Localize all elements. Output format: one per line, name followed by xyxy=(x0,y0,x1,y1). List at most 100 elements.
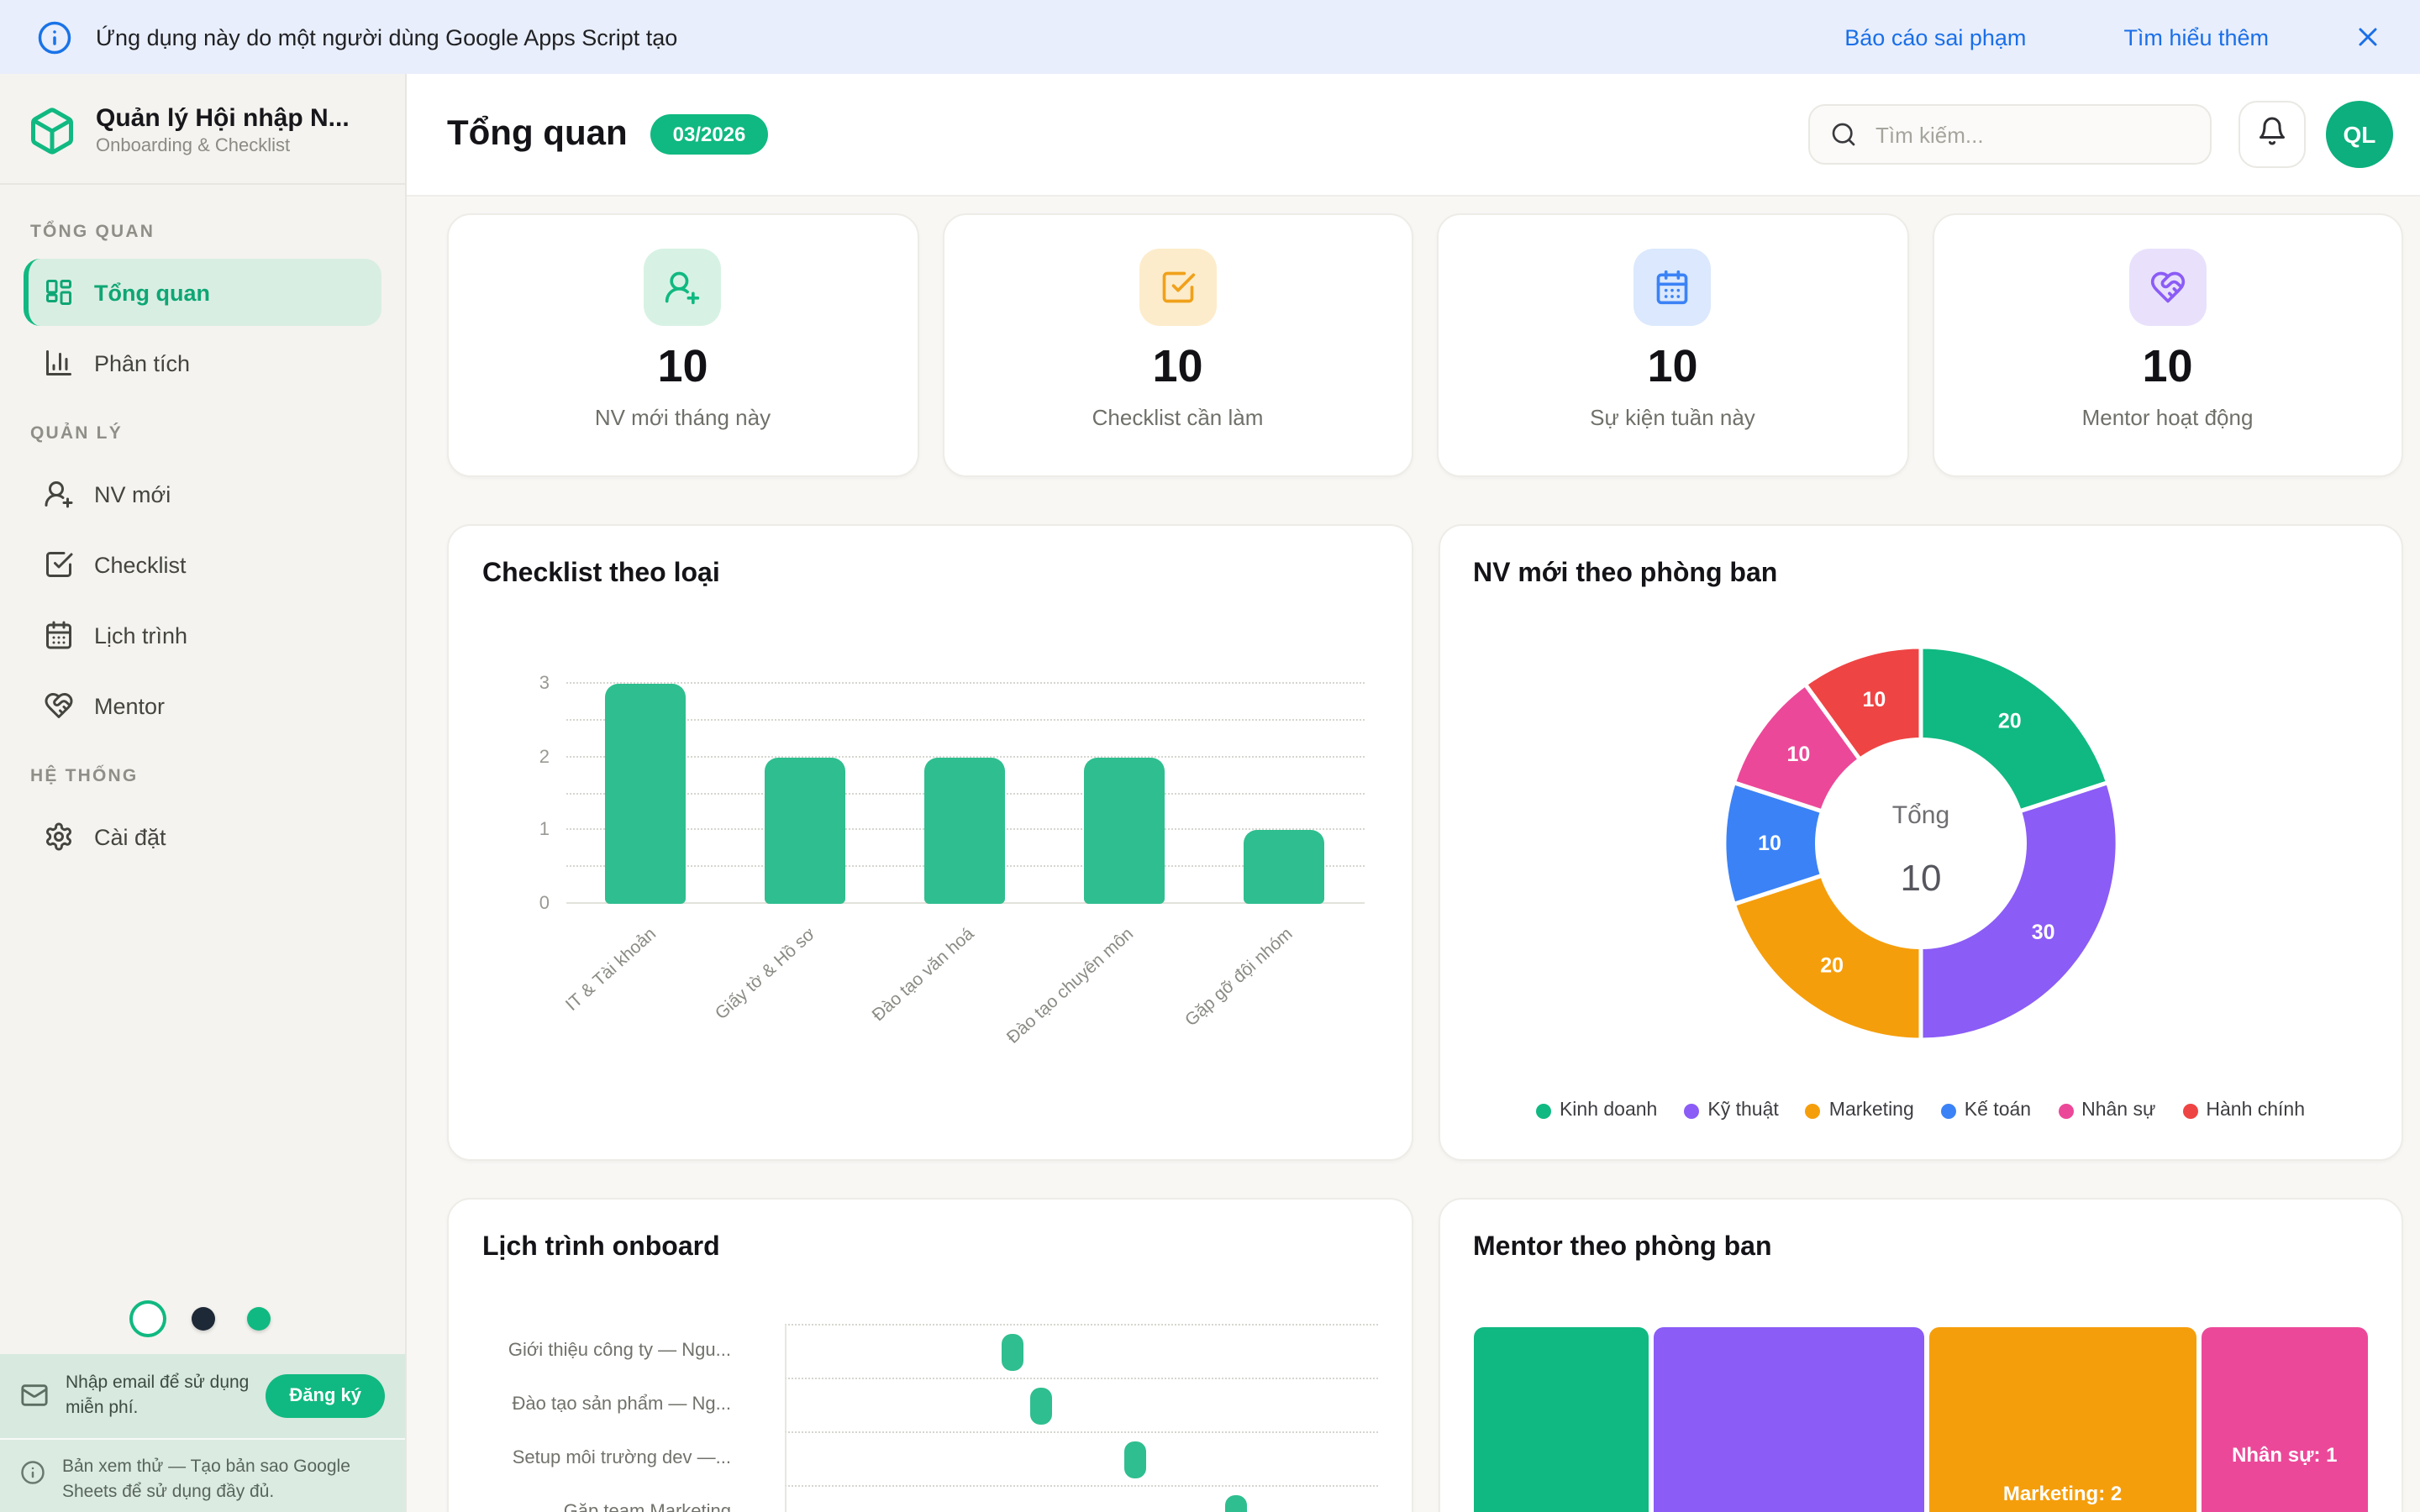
timeline-row-label: Đào tạo sản phẩm — Ng... xyxy=(512,1394,731,1415)
bar-slot: Gặp gỡ đội nhóm xyxy=(1182,684,1364,1031)
avatar[interactable]: QL xyxy=(2326,101,2393,168)
dashboard-content: 10 NV mới tháng này 10 Checklist cần làm… xyxy=(407,197,2420,1512)
search-input[interactable] xyxy=(1872,120,2190,149)
legend-label: Kỹ thuật xyxy=(1707,1100,1779,1121)
slice-label: 20 xyxy=(1820,954,1844,978)
stat-card: 10 Checklist cần làm xyxy=(942,213,1413,477)
sidebar-bottom: Nhập email để sử dụng miễn phí. Đăng ký … xyxy=(0,1286,405,1512)
gear-icon xyxy=(44,822,74,852)
bar[interactable] xyxy=(765,757,846,904)
notifications-button[interactable] xyxy=(2238,101,2306,168)
banner-text: Ứng dụng này do một người dùng Google Ap… xyxy=(96,24,678,50)
bar[interactable] xyxy=(924,757,1006,904)
bar-slot: Đào tạo chuyên môn xyxy=(1003,684,1204,1048)
timeline-chart: Giới thiệu công ty — Ngu... Đào tạo sản … xyxy=(482,1324,1377,1512)
sidebar-item-label: Checklist xyxy=(94,552,187,577)
bar-chart-icon xyxy=(44,348,74,378)
bar[interactable] xyxy=(1084,757,1165,904)
check-square-icon xyxy=(44,549,74,580)
email-promo: Nhập email để sử dụng miễn phí. Đăng ký xyxy=(0,1353,405,1438)
bar-slot: IT & Tài khoản xyxy=(561,684,726,1016)
search-box[interactable] xyxy=(1808,104,2212,165)
sidebar-item-check-square[interactable]: Checklist xyxy=(24,531,381,598)
calendar-icon xyxy=(1634,249,1712,326)
theme-dot-dark[interactable] xyxy=(191,1306,214,1331)
mentor-proportional-bar: Marketing: 2 Nhân sự: 1 xyxy=(1473,1327,2368,1512)
mentor-segment[interactable] xyxy=(1473,1327,1649,1512)
learn-more-link[interactable]: Tìm hiểu thêm xyxy=(2123,24,2269,50)
user-plus-icon xyxy=(644,249,722,326)
banner-close-icon[interactable] xyxy=(2353,22,2383,52)
card-checklist-by-type: Checklist theo loại 0 1 2 3 IT & Tài khoản … xyxy=(447,524,1413,1161)
x-tick-label: Đào tạo văn hoá xyxy=(868,924,979,1026)
card-new-staff-by-dept: NV mới theo phòng ban Tổng 10 20 30 20 10 10… xyxy=(1438,524,2403,1161)
stats-row: 10 NV mới tháng này 10 Checklist cần làm… xyxy=(447,213,2403,477)
page-header: Tổng quan 03/2026 QL xyxy=(407,74,2420,197)
legend-item[interactable]: Hành chính xyxy=(2182,1100,2305,1121)
check-square-icon xyxy=(1139,249,1217,326)
theme-dot-green[interactable] xyxy=(246,1306,270,1331)
timeline-row-plot xyxy=(785,1485,1377,1512)
sidebar-item-bar-chart[interactable]: Phân tích xyxy=(24,329,381,396)
bar[interactable] xyxy=(1244,830,1325,904)
timeline-marker[interactable] xyxy=(1124,1441,1147,1478)
bar[interactable] xyxy=(605,684,687,904)
donut-center-value: 10 xyxy=(1900,858,1941,899)
x-tick-label: Đào tạo chuyên môn xyxy=(1003,924,1139,1048)
sidebar-item-calendar[interactable]: Lịch trình xyxy=(24,601,381,669)
calendar-icon xyxy=(44,620,74,650)
theme-dot-light[interactable] xyxy=(135,1306,159,1331)
legend-item[interactable]: Kinh doanh xyxy=(1535,1100,1658,1121)
legend-item[interactable]: Kỹ thuật xyxy=(1684,1100,1779,1121)
bell-icon xyxy=(2257,115,2287,154)
mentor-segment[interactable]: Marketing: 2 xyxy=(1928,1327,2196,1512)
stat-label: Sự kiện tuần này xyxy=(1590,405,1755,430)
sidebar-item-label: Phân tích xyxy=(94,350,191,375)
timeline-marker[interactable] xyxy=(1001,1333,1023,1370)
sidebar-item-gear[interactable]: Cài đặt xyxy=(24,803,381,870)
timeline-row-plot xyxy=(785,1431,1377,1485)
page-title: Tổng quan xyxy=(447,114,628,153)
legend-label: Hành chính xyxy=(2206,1100,2306,1121)
trial-note: Bản xem thử — Tạo bản sao Google Sheets … xyxy=(0,1438,405,1512)
legend-item[interactable]: Marketing xyxy=(1805,1100,1914,1121)
report-abuse-link[interactable]: Báo cáo sai phạm xyxy=(1844,24,2027,50)
theme-switcher xyxy=(0,1286,405,1353)
y-tick: 1 xyxy=(539,820,550,841)
legend-item[interactable]: Kế toán xyxy=(1940,1100,2032,1121)
mentor-segment[interactable]: Nhân sự: 1 xyxy=(2201,1327,2368,1512)
card-onboard-schedule: Lịch trình onboard Giới thiệu công ty — … xyxy=(447,1198,1413,1512)
stat-label: Checklist cần làm xyxy=(1092,405,1264,430)
sidebar-item-label: Tổng quan xyxy=(94,280,210,305)
sidebar-item-dashboard[interactable]: Tổng quan xyxy=(24,259,381,326)
app-title: Quản lý Hội nhập N... xyxy=(96,104,350,133)
chart-title-mentor: Mentor theo phòng ban xyxy=(1473,1233,1772,1262)
heart-handshake-icon xyxy=(44,690,74,721)
mentor-segment-label: Nhân sự: 1 xyxy=(2232,1443,2338,1467)
chart-title-checklist: Checklist theo loại xyxy=(482,559,720,588)
timeline-marker[interactable] xyxy=(1225,1494,1248,1512)
legend-item[interactable]: Nhân sự xyxy=(2058,1100,2155,1121)
y-tick: 0 xyxy=(539,894,550,914)
x-tick-label: Gặp gỡ đội nhóm xyxy=(1181,924,1298,1032)
legend-label: Kế toán xyxy=(1964,1100,2032,1121)
sidebar-item-heart-handshake[interactable]: Mentor xyxy=(24,672,381,739)
trial-note-text: Bản xem thử — Tạo bản sao Google Sheets … xyxy=(62,1457,350,1503)
mentor-segment[interactable] xyxy=(1654,1327,1924,1512)
stat-label: NV mới tháng này xyxy=(594,405,771,430)
x-tick-label: IT & Tài khoản xyxy=(560,924,660,1016)
month-badge: 03/2026 xyxy=(650,114,768,155)
sidebar-item-user-plus[interactable]: NV mới xyxy=(24,460,381,528)
email-promo-text: Nhập email để sử dụng miễn phí. xyxy=(66,1372,250,1418)
timeline-row-plot xyxy=(785,1324,1377,1378)
timeline-row-label: Giới thiệu công ty — Ngu... xyxy=(508,1341,731,1361)
slice-label: 10 xyxy=(1758,832,1781,855)
card-mentor-by-dept: Mentor theo phòng ban Marketing: 2 Nhân s… xyxy=(1438,1198,2403,1512)
app-subtitle: Onboarding & Checklist xyxy=(96,136,291,156)
slice-label: 20 xyxy=(1997,709,2021,732)
stat-value: 10 xyxy=(1152,341,1203,391)
timeline-marker[interactable] xyxy=(1030,1387,1053,1424)
sidebar-nav: TỔNG QUAN Tổng quan Phân tích QUẢN LÝ NV … xyxy=(0,185,405,1286)
legend-label: Kinh doanh xyxy=(1559,1100,1658,1121)
signup-button[interactable]: Đăng ký xyxy=(266,1373,385,1418)
